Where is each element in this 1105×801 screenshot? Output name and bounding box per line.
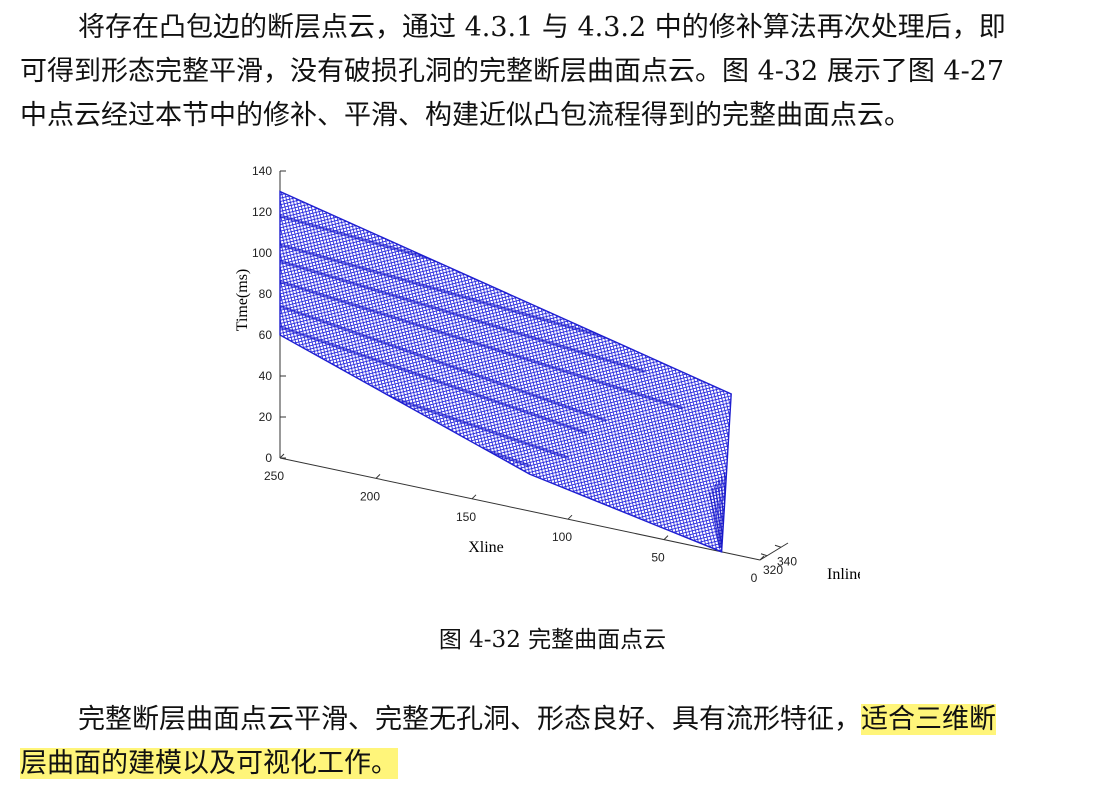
y-tick-label: 320 bbox=[763, 563, 783, 577]
surface-dense-funnel bbox=[714, 483, 723, 548]
x-axis-label: Xline bbox=[468, 539, 504, 556]
x-tick-label: 0 bbox=[751, 571, 758, 585]
z-axis-label: Time(ms) bbox=[234, 269, 251, 332]
paragraph-2-line-2: 层曲面的建模以及可视化工作。 bbox=[20, 742, 1090, 786]
highlighted-text-1: 适合三维断 bbox=[861, 704, 996, 735]
y-axis-line bbox=[759, 542, 789, 561]
z-tick-label: 80 bbox=[259, 287, 273, 301]
z-tick-label: 60 bbox=[259, 328, 273, 342]
paragraph-2-line-1: 完整断层曲面点云平滑、完整无孔洞、形态良好、具有流形特征，适合三维断 bbox=[78, 704, 996, 735]
x-tick-mark bbox=[663, 535, 669, 540]
surface-streak bbox=[280, 325, 588, 435]
surface-points-fill bbox=[279, 190, 732, 553]
figure-caption: 图 4-32 完整曲面点云 bbox=[438, 627, 667, 653]
x-axis-line bbox=[279, 457, 761, 561]
z-tick-label: 20 bbox=[259, 410, 273, 424]
x-tick-mark bbox=[471, 494, 477, 500]
paragraph-2: 完整断层曲面点云平滑、完整无孔洞、形态良好、具有流形特征，适合三维断 层曲面的建… bbox=[20, 698, 1090, 786]
highlighted-text-2: 层曲面的建模以及可视化工作。 bbox=[20, 748, 398, 779]
y-tick-label: 340 bbox=[777, 554, 797, 568]
surface-streak bbox=[280, 259, 646, 373]
x-tick-mark bbox=[759, 555, 765, 561]
x-tick-label: 200 bbox=[360, 489, 380, 503]
y-tick-mark bbox=[760, 553, 768, 557]
surface-streak bbox=[280, 304, 607, 423]
surface-dense-funnel bbox=[717, 479, 724, 548]
z-tick-label: 140 bbox=[252, 164, 272, 178]
paragraph-1-line-1: 将存在凸包边的断层点云，通过 4.3.1 与 4.3.2 中的修补算法再次处理后… bbox=[78, 12, 1006, 43]
x-tick-label: 50 bbox=[651, 551, 665, 565]
x-tick-label: 250 bbox=[264, 469, 284, 483]
z-tick-label: 120 bbox=[252, 205, 272, 219]
x-tick-mark bbox=[567, 514, 573, 520]
point-cloud-surface bbox=[279, 190, 732, 553]
z-tick-label: 100 bbox=[252, 246, 272, 260]
x-tick-label: 100 bbox=[552, 530, 572, 544]
paragraph-1-line-2: 可得到形态完整平滑，没有破损孔洞的完整断层曲面点云。图 4-32 展示了图 4-… bbox=[20, 56, 1005, 87]
surface-streak bbox=[280, 280, 684, 410]
fault-surface-point-cloud-figure: 0 20 40 60 80 100 120 140 250 200 150 100 50 0 32034… bbox=[234, 164, 860, 585]
x-axis-ticks: 250 200 150 100 50 0 bbox=[264, 453, 765, 585]
x-tick-label: 150 bbox=[456, 510, 476, 524]
paragraph-1-line-3: 中点云经过本节中的修补、平滑、构建近似凸包流程得到的完整曲面点云。 bbox=[20, 100, 911, 131]
x-tick-mark bbox=[279, 453, 285, 459]
z-tick-label: 40 bbox=[259, 369, 273, 383]
surface-dense-funnel bbox=[725, 463, 732, 548]
x-tick-mark bbox=[375, 474, 381, 479]
surface-dense-funnel bbox=[711, 487, 722, 548]
surface-dense-funnel bbox=[708, 491, 721, 548]
y-axis-label: Inline bbox=[827, 566, 860, 583]
y-tick-mark bbox=[774, 544, 782, 548]
paragraph-1: 将存在凸包边的断层点云，通过 4.3.1 与 4.3.2 中的修补算法再次处理后… bbox=[20, 6, 1090, 138]
z-tick-label: 0 bbox=[265, 451, 272, 465]
